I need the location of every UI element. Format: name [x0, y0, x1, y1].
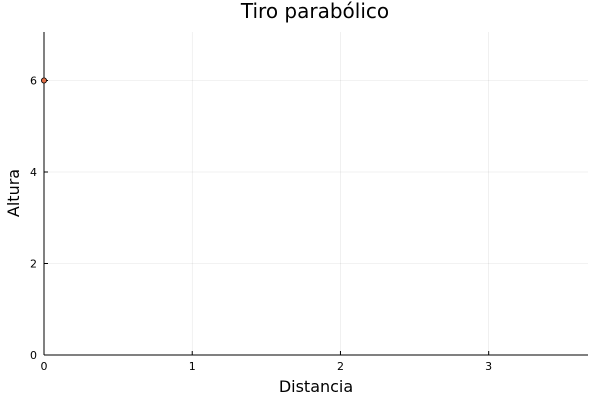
y-tick-label: 4 [30, 166, 37, 179]
x-tick-label: 3 [485, 360, 492, 373]
axes [43, 32, 588, 356]
chart-title: Tiro parabólico [240, 0, 389, 23]
x-tick-label: 2 [337, 360, 344, 373]
x-axis-label: Distancia [279, 377, 353, 396]
data-points [41, 77, 48, 84]
y-tick-label: 2 [30, 257, 37, 270]
y-tick-label: 6 [30, 74, 37, 87]
y-tick-label: 0 [30, 349, 37, 362]
ticks: 0 1 2 3 0 2 4 6 [30, 74, 492, 373]
x-tick-label: 1 [189, 360, 196, 373]
y-axis-label: Altura [4, 169, 23, 217]
data-point [41, 77, 48, 84]
grid [43, 32, 588, 356]
x-tick-label: 0 [41, 360, 48, 373]
